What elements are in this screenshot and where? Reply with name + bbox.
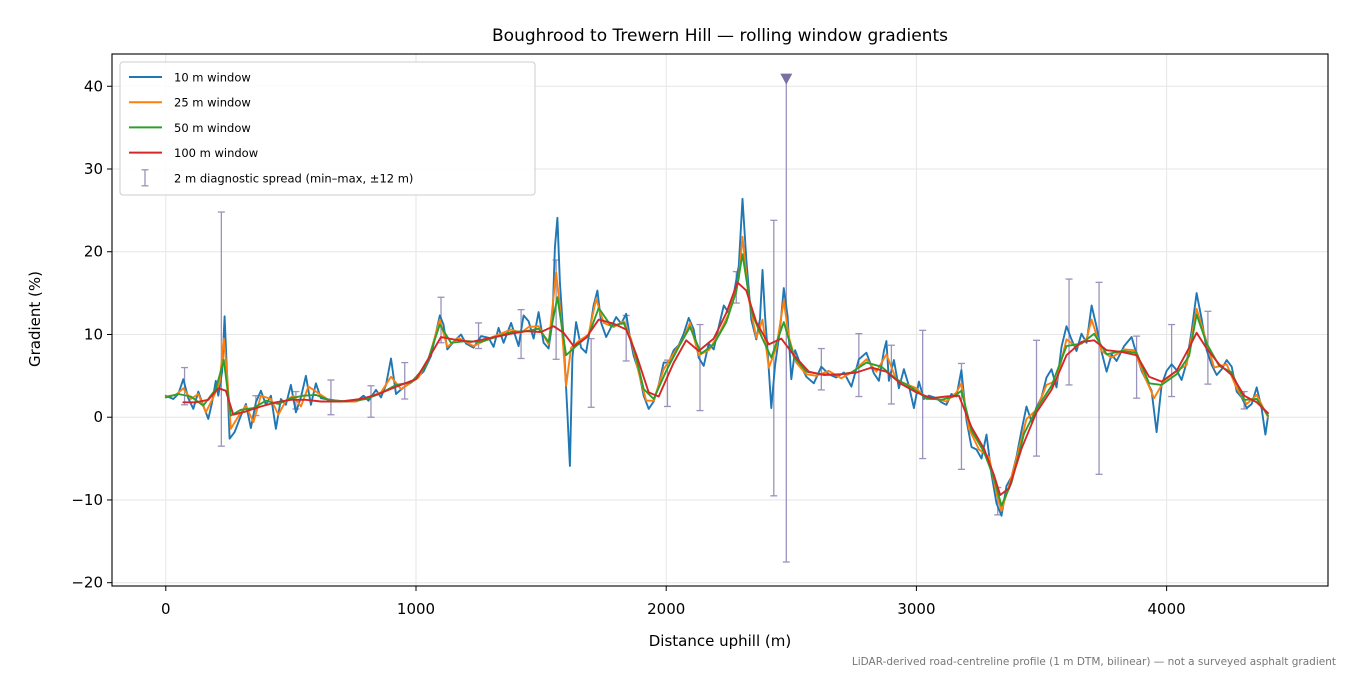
error-bar [817,347,825,391]
x-axis-label: Distance uphill (m) [649,632,791,650]
y-tick-label: 40 [84,77,103,95]
error-bar [367,385,375,418]
y-tick-label: −20 [71,574,103,592]
clipped-marker [780,73,793,85]
error-bar [770,219,778,497]
x-axis: 0 1000 2000 3000 4000 [161,586,1186,618]
legend-entry: 50 m window [174,121,251,135]
error-bar [957,362,965,470]
y-tick-label: 0 [93,408,103,426]
legend-entry: 25 m window [174,96,251,110]
y-tick-label: −10 [71,491,103,509]
series-line-4 [182,281,1269,496]
x-tick-label: 0 [161,600,171,618]
series-lines [164,197,1269,517]
legend-entry: 10 m window [174,71,251,85]
error-bar [327,379,335,416]
legend-entry: 2 m diagnostic spread (min–max, ±12 m) [174,171,413,185]
x-tick-label: 2000 [647,600,685,618]
y-tick-label: 30 [84,160,103,178]
series-line-2 [164,235,1269,512]
plot-frame [111,53,1329,587]
chart-title: Boughrood to Trewern Hill — rolling wind… [492,26,948,46]
x-tick-label: 4000 [1148,600,1186,618]
footnote: LiDAR-derived road-centreline profile (1… [852,656,1336,668]
x-tick-label: 1000 [397,600,435,618]
error-bar [696,323,704,412]
x-tick-label: 3000 [897,600,935,618]
error-bar [1168,323,1176,398]
error-bar [1095,281,1103,475]
error-bar [1133,335,1141,399]
error-bar [217,211,225,447]
y-axis-label: Gradient (%) [26,271,44,367]
legend: 10 m window 25 m window 50 m window 100 m w… [119,61,536,196]
series-line-1 [164,197,1269,517]
error-bar [401,361,409,400]
error-bar [1033,339,1041,457]
error-bar [587,337,595,408]
axes-frame [111,53,1329,587]
y-axis: −20 −10 0 10 20 30 40 [71,77,112,592]
y-tick-label: 20 [84,243,103,261]
legend-entry: 100 m window [174,146,258,160]
y-tick-label: 10 [84,325,103,343]
legend-box [119,61,536,196]
